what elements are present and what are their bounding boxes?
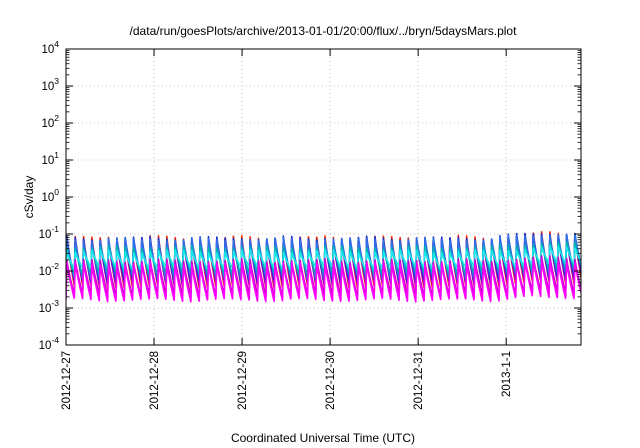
y-tick-label-exponent: -2 [51,261,59,271]
y-tick-label: 103 [41,76,59,93]
x-tick-label: 2012-12-31 [413,351,425,410]
y-tick-label: 102 [41,113,59,130]
y-tick-label-base: 10 [39,266,52,278]
y-tick-label-base: 10 [41,192,54,204]
series-layer [66,230,581,303]
plot-area [66,230,581,303]
y-tick-label-base: 10 [41,44,54,56]
y-tick-label-base: 10 [41,118,54,130]
series-line-8 [66,259,581,303]
y-tick-label-exponent: 2 [54,113,59,123]
chart-title: /data/run/goesPlots/archive/2013-01-01/2… [130,24,518,38]
y-tick-label: 100 [41,187,59,204]
y-tick-label-base: 10 [41,155,54,167]
x-tick-label: 2013-1-1 [501,351,513,397]
y-tick-label-exponent: 4 [54,39,59,49]
y-tick-label-exponent: -3 [51,298,59,308]
x-tick-label: 2012-12-30 [325,351,337,410]
x-tick-label: 2012-12-29 [237,351,249,410]
x-tick-label: 2012-12-28 [149,351,161,410]
y-tick-label: 10-1 [39,224,60,241]
x-tick-labels: 2012-12-27 2012-12-28 2012-12-29 2012-12-30… [61,351,513,410]
y-axis-label: cSv/day [22,176,36,219]
y-tick-label: 10-2 [39,261,60,278]
y-tick-label-exponent: -1 [51,224,59,234]
y-tick-label-exponent: 3 [54,76,59,86]
y-tick-label: 10-3 [39,298,60,315]
y-tick-label: 104 [41,39,59,56]
y-tick-label: 10-4 [39,335,60,352]
y-tick-label-base: 10 [39,340,52,352]
axis-ticks [65,48,581,346]
y-tick-label: 101 [41,150,59,167]
y-tick-label-exponent: 0 [54,187,59,197]
y-tick-label-base: 10 [41,81,54,93]
x-tick-label: 2012-12-27 [61,351,73,410]
y-tick-label-exponent: 1 [54,150,59,160]
x-axis-label: Coordinated Universal Time (UTC) [231,431,415,445]
y-tick-label-base: 10 [39,303,52,315]
y-tick-label-exponent: -4 [51,335,59,345]
grid-lines [66,49,581,345]
y-tick-label-base: 10 [39,229,52,241]
series-line-6 [66,245,581,271]
